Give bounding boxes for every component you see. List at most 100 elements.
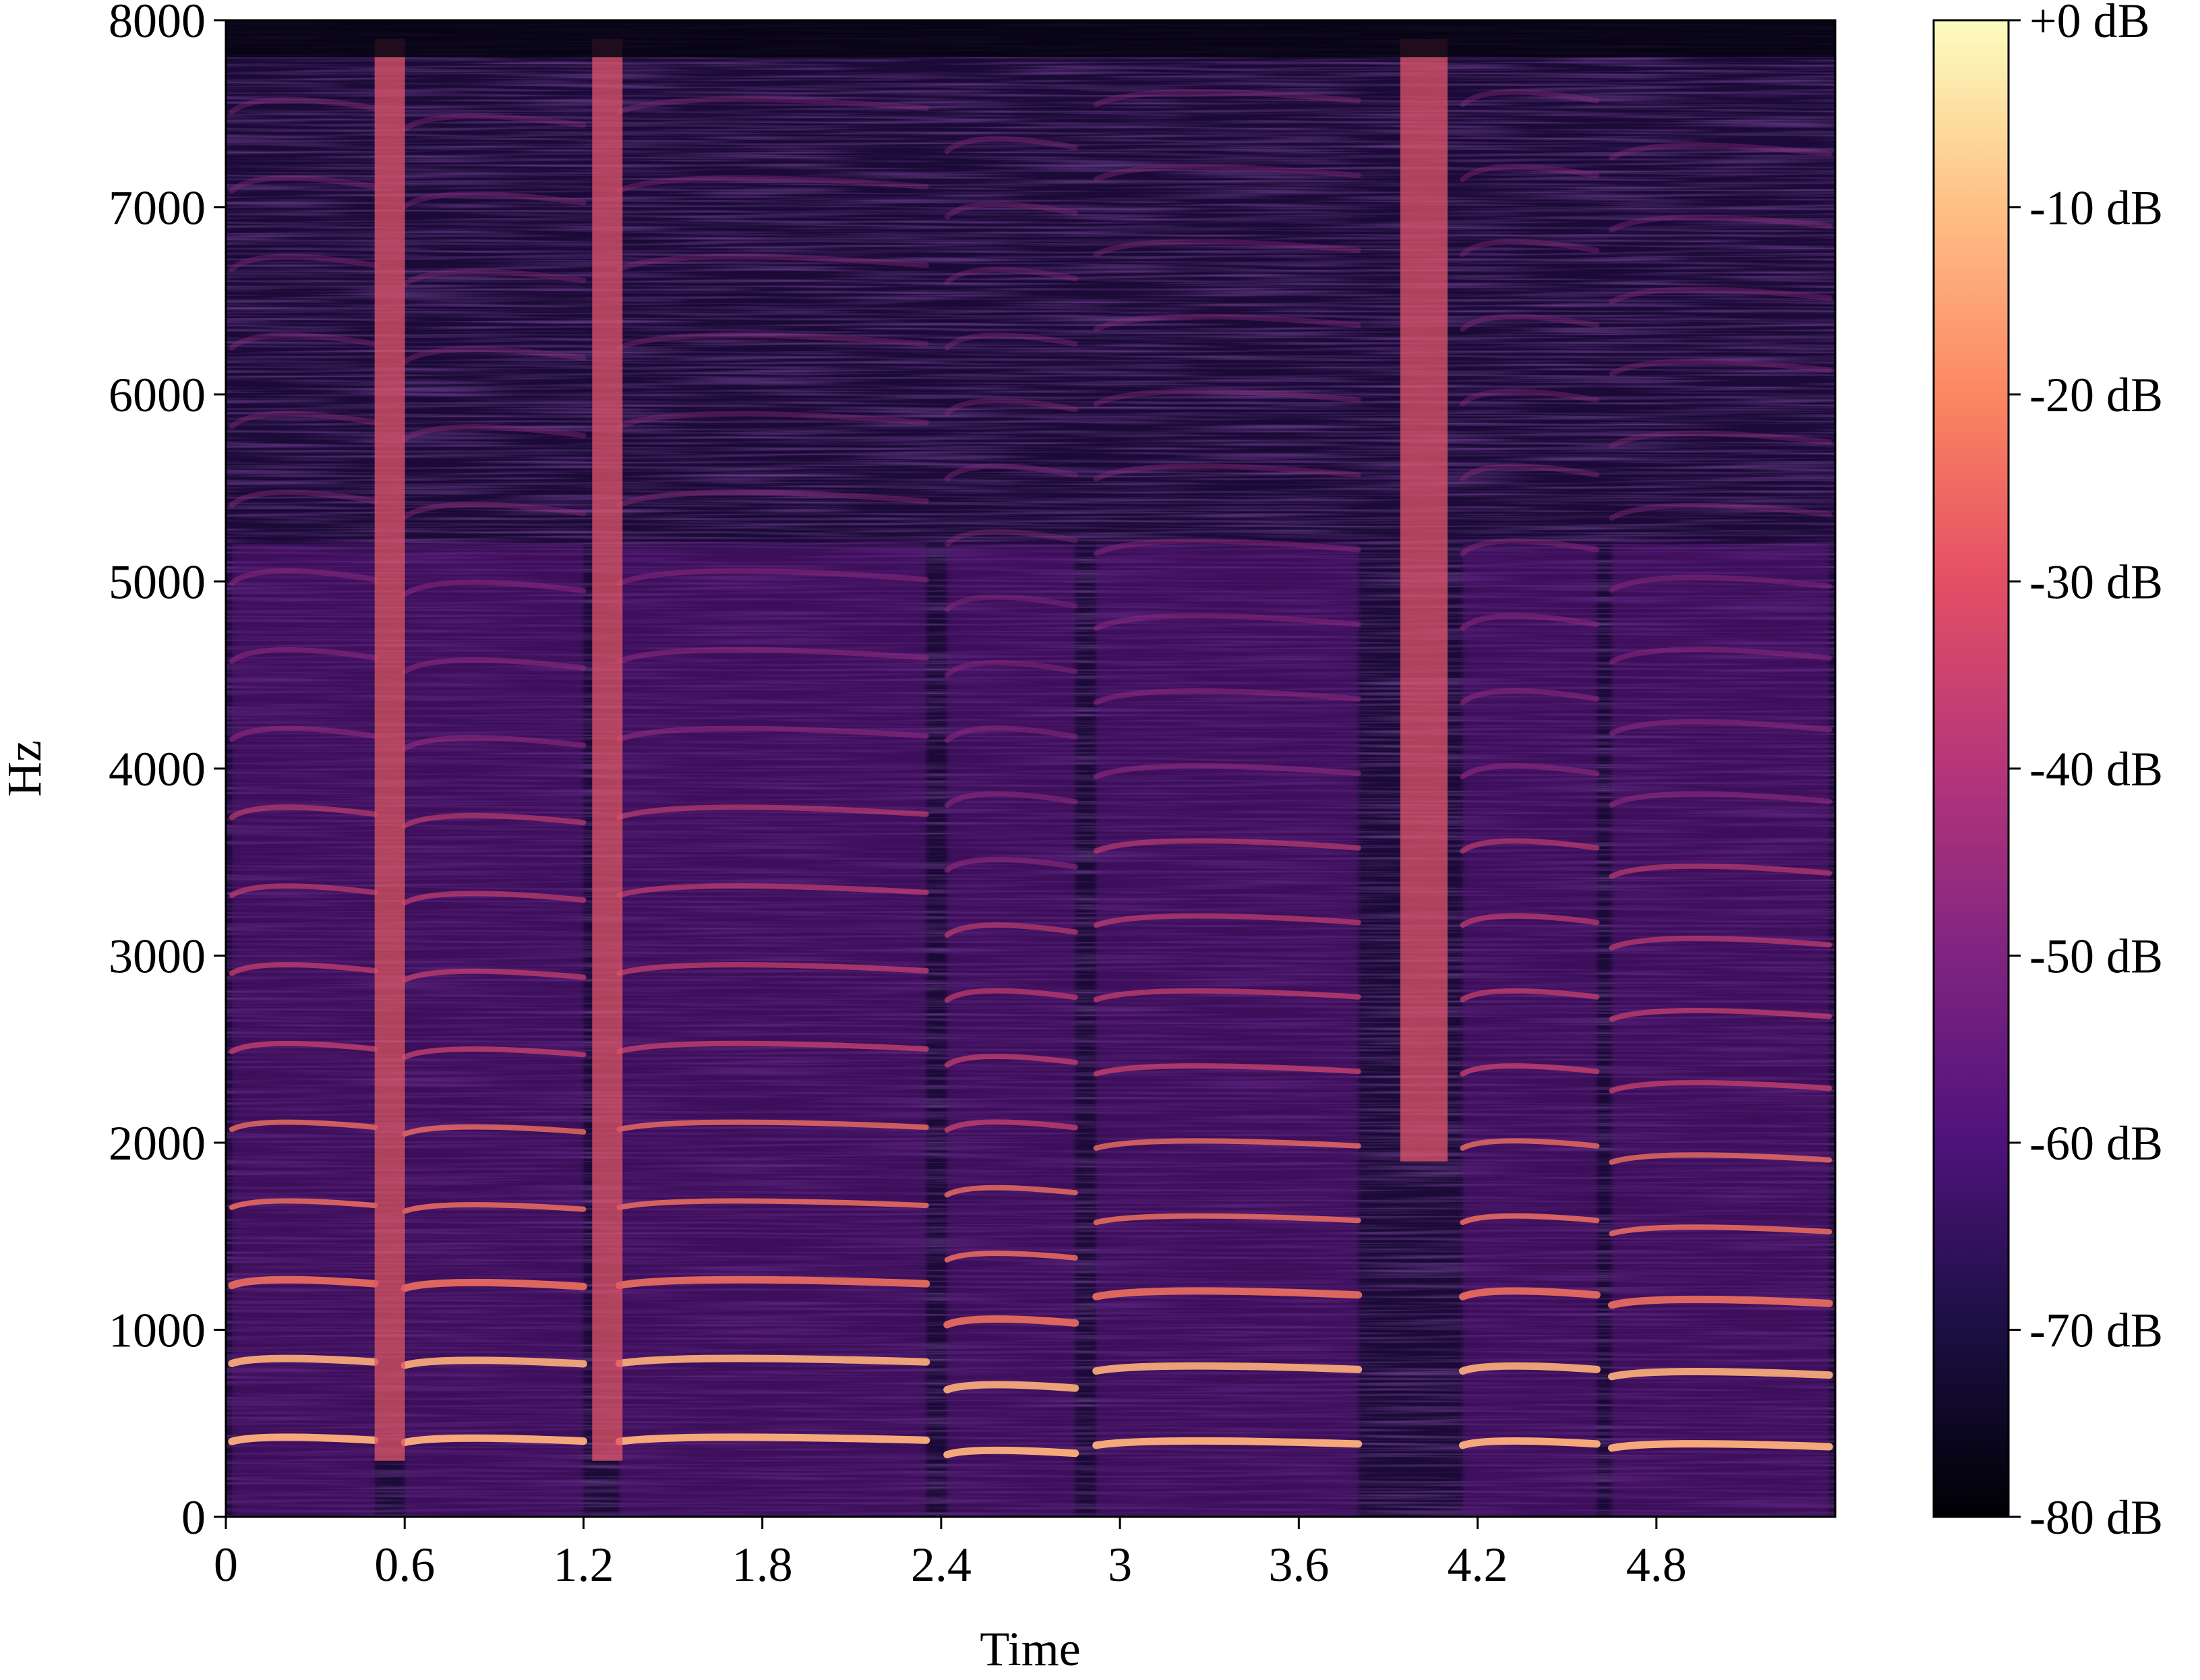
harmonic-line (943, 1315, 1079, 1329)
x-axis-label: Time (980, 1622, 1080, 1676)
harmonic-line (402, 579, 587, 597)
harmonic-line (616, 175, 929, 193)
harmonic-line (943, 1381, 1079, 1393)
harmonic-line (1093, 763, 1361, 779)
harmonic-line (1460, 1213, 1600, 1226)
broadband-burst (592, 38, 623, 1461)
harmonic-line (229, 1198, 378, 1210)
colorbar-tick-label: -40 dB (2029, 742, 2163, 796)
harmonic-line (944, 332, 1078, 351)
harmonic-line (616, 883, 929, 898)
harmonic-line (1460, 538, 1600, 556)
y-tick-label: 6000 (109, 368, 206, 422)
harmonic-line (944, 1119, 1078, 1133)
harmonic-line (1092, 1437, 1363, 1449)
harmonic-line (616, 332, 929, 351)
harmonic-line (944, 529, 1078, 547)
harmonic-line (1092, 1362, 1363, 1375)
harmonic-line (1460, 913, 1600, 928)
colorbar-tick-label: -80 dB (2029, 1491, 2163, 1544)
harmonic-line (1093, 463, 1361, 481)
colorbar-gradient (1932, 19, 2010, 1518)
harmonic-line (1093, 1213, 1361, 1226)
harmonic-line (1458, 1437, 1601, 1449)
y-tick-label: 1000 (109, 1304, 206, 1358)
harmonic-line (229, 253, 378, 272)
harmonic-line (1609, 1152, 1833, 1165)
harmonic-line (402, 735, 587, 752)
harmonic-line (1609, 791, 1833, 808)
harmonic-line (229, 489, 378, 508)
harmonic-line (229, 332, 378, 351)
harmonic-line (1093, 1138, 1361, 1151)
harmonic-line (1460, 763, 1600, 779)
harmonic-line (1609, 430, 1833, 449)
harmonic-line (1460, 838, 1600, 854)
segments-layer (231, 544, 1830, 1517)
y-tick-label: 2000 (109, 1116, 206, 1170)
harmonic-line (616, 411, 929, 429)
y-tick-label: 8000 (109, 0, 206, 48)
harmonic-line (229, 1040, 378, 1054)
x-axis: 0 0.6 1.2 1.8 2.4 3 3.6 4.2 4.8 (214, 1517, 1687, 1592)
harmonic-line (944, 1251, 1078, 1263)
harmonic-line (1460, 463, 1600, 481)
y-tick-label: 5000 (109, 556, 206, 609)
x-tick-label: 0.6 (374, 1538, 435, 1592)
colorbar-tick-label: -20 dB (2029, 368, 2163, 422)
colorbar-tick-label: -70 dB (2029, 1304, 2163, 1358)
x-tick-label: 4.2 (1448, 1538, 1508, 1592)
harmonic-line (1609, 214, 1833, 233)
harmonic-line (229, 804, 378, 820)
harmonic-line (944, 1054, 1078, 1068)
harmonic-line (1609, 287, 1833, 305)
harmonic-line (402, 657, 587, 675)
harmonic-line (228, 1433, 379, 1445)
harmonic-line (400, 1278, 587, 1292)
harmonic-line (1093, 538, 1361, 556)
harmonic-line (1093, 988, 1361, 1002)
harmonic-line (1092, 1287, 1363, 1300)
harmonic-line (402, 1124, 587, 1137)
harmonic-line (1609, 863, 1833, 879)
x-tick-label: 1.8 (732, 1538, 793, 1592)
harmonic-line (944, 659, 1078, 678)
harmonic-line (402, 502, 587, 520)
harmonic-line (1460, 1063, 1600, 1077)
harmonic-line (1093, 913, 1361, 928)
harmonic-line (944, 398, 1078, 416)
harmonic-line (616, 253, 929, 272)
y-axis-label: Hz (0, 740, 51, 797)
harmonic-line (616, 1040, 929, 1054)
voiced-region (619, 544, 926, 1517)
harmonic-line (616, 96, 929, 115)
harmonic-line (228, 1354, 379, 1367)
x-tick-label: 3 (1108, 1538, 1132, 1592)
harmonic-line (1460, 988, 1600, 1002)
voiced-region (1462, 544, 1597, 1517)
harmonic-line (616, 489, 929, 508)
harmonic-line (402, 347, 587, 365)
harmonic-line (402, 191, 587, 210)
harmonic-line (615, 1276, 930, 1290)
broadband-burst (1400, 38, 1448, 1162)
harmonic-line (1093, 688, 1361, 705)
colorbar-tick-label: +0 dB (2029, 0, 2150, 48)
harmonic-line (1609, 502, 1833, 521)
y-tick-label: 0 (181, 1491, 206, 1544)
harmonic-line (1093, 313, 1361, 332)
harmonic-line (615, 1354, 930, 1367)
harmonic-line (1460, 313, 1600, 332)
harmonic-line (944, 856, 1078, 873)
harmonic-line (228, 1276, 379, 1290)
harmonic-line (402, 424, 587, 442)
harmonic-line (1460, 239, 1600, 257)
harmonic-line (1609, 574, 1833, 593)
harmonic-line (402, 812, 587, 829)
harmonic-line (944, 988, 1078, 1003)
harmonic-line (402, 891, 587, 906)
voiced-region (231, 544, 376, 1517)
harmonic-line (229, 568, 378, 586)
harmonic-line (1460, 164, 1600, 182)
harmonic-line (944, 1184, 1078, 1198)
